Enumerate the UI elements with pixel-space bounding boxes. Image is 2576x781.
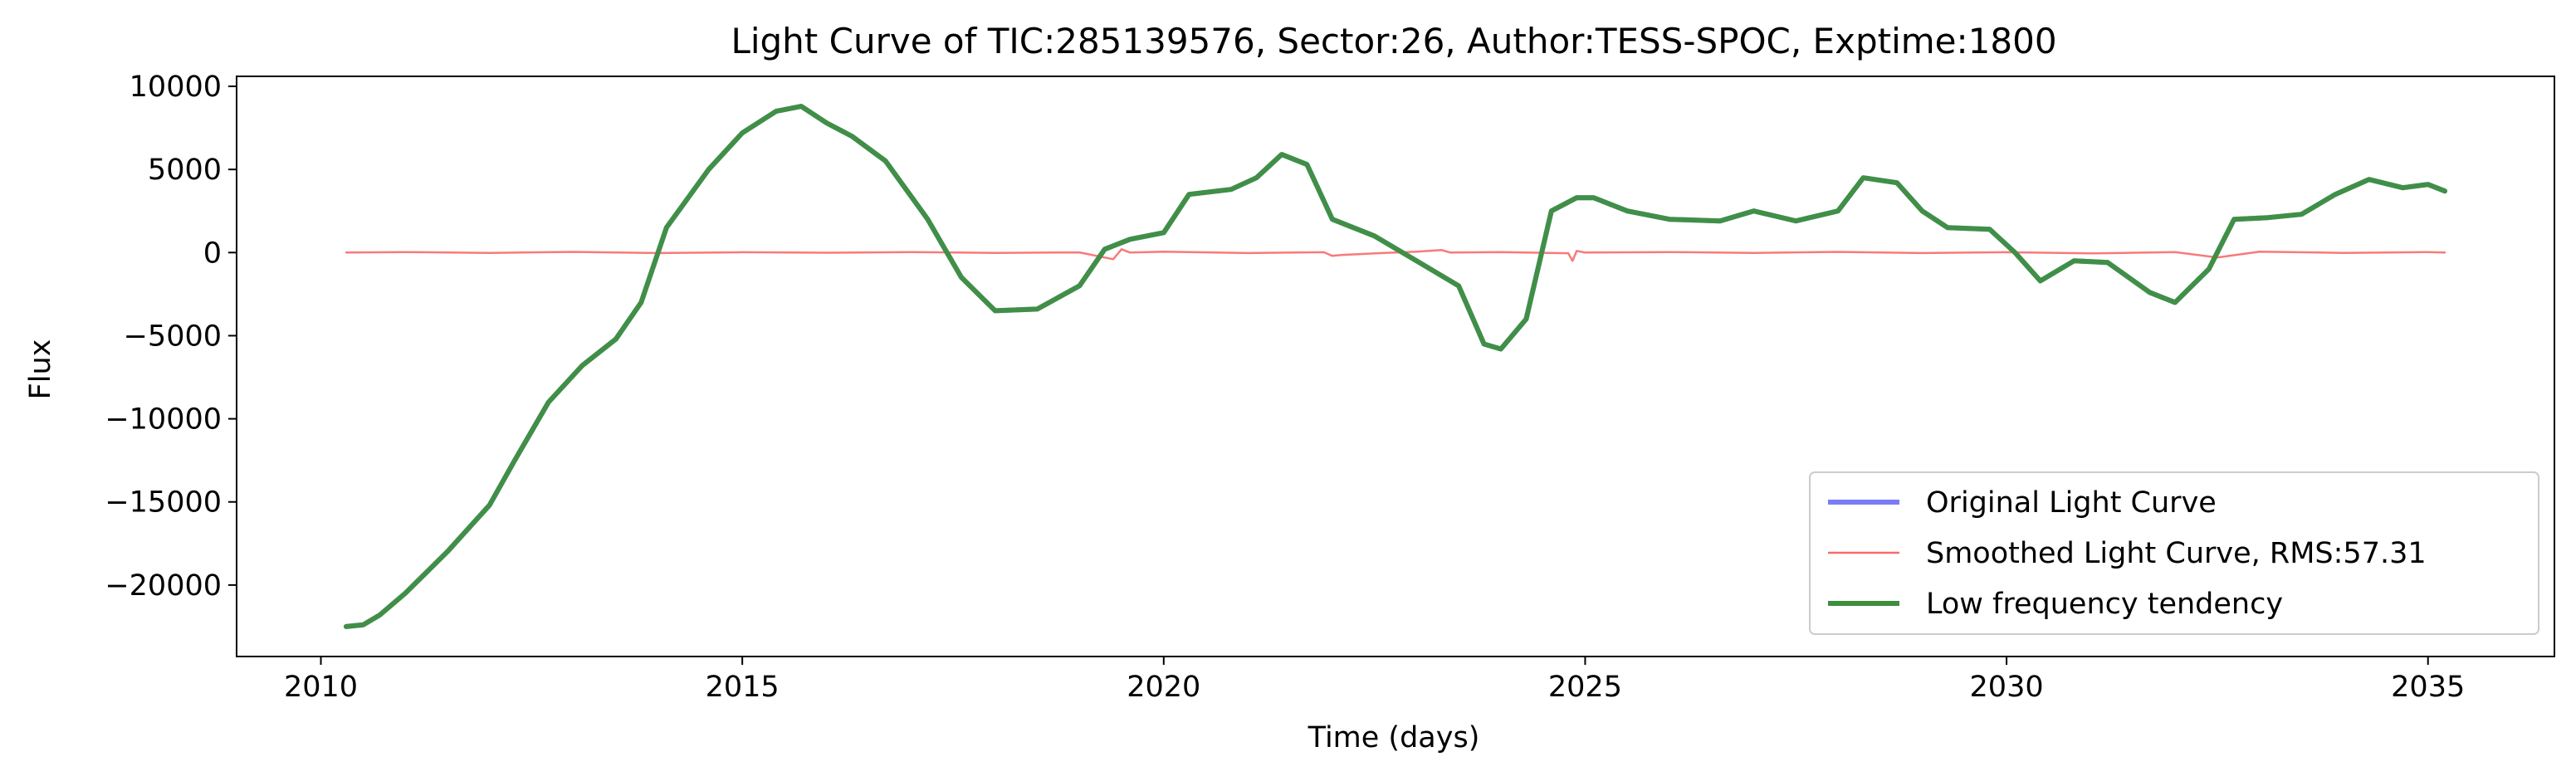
series-line-3 [344, 104, 2447, 629]
x-tick-label: 2025 [1548, 671, 1622, 704]
y-tick-label: −5000 [124, 320, 222, 353]
y-axis: 10000 5000 0 −5000 −10000 −15000 −20000 [105, 71, 237, 603]
y-tick-label: 5000 [148, 154, 222, 187]
y-tick-label: 10000 [130, 71, 222, 104]
chart-title: Light Curve of TIC:285139576, Sector:26,… [731, 21, 2056, 61]
y-axis-label: Flux [24, 339, 57, 400]
y-tick-label: 0 [203, 237, 222, 270]
plot-area-frame [236, 76, 2555, 657]
plot-lines [344, 104, 2447, 629]
series-line-2 [345, 248, 2446, 262]
x-tick-label: 2030 [1970, 671, 2044, 704]
y-tick-label: −15000 [105, 486, 222, 520]
x-tick-label: 2015 [706, 671, 780, 704]
x-axis-label: Time (days) [1308, 721, 1480, 754]
y-tick-label: −10000 [105, 403, 222, 437]
legend-label: Low frequency tendency [1926, 588, 2283, 621]
x-tick-label: 2010 [284, 671, 358, 704]
y-tick-label: −20000 [105, 569, 222, 603]
legend-label: Original Light Curve [1926, 486, 2217, 520]
legend-box [1809, 471, 2539, 635]
x-tick-label: 2020 [1127, 671, 1200, 704]
x-axis: 2010 2015 2020 2025 2030 2035 [284, 657, 2465, 704]
legend: Original Light Curve Smoothed Light Curve… [1809, 471, 2539, 635]
x-tick-label: 2035 [2391, 671, 2465, 704]
legend-label: Smoothed Light Curve, RMS:57.31 [1926, 537, 2427, 570]
